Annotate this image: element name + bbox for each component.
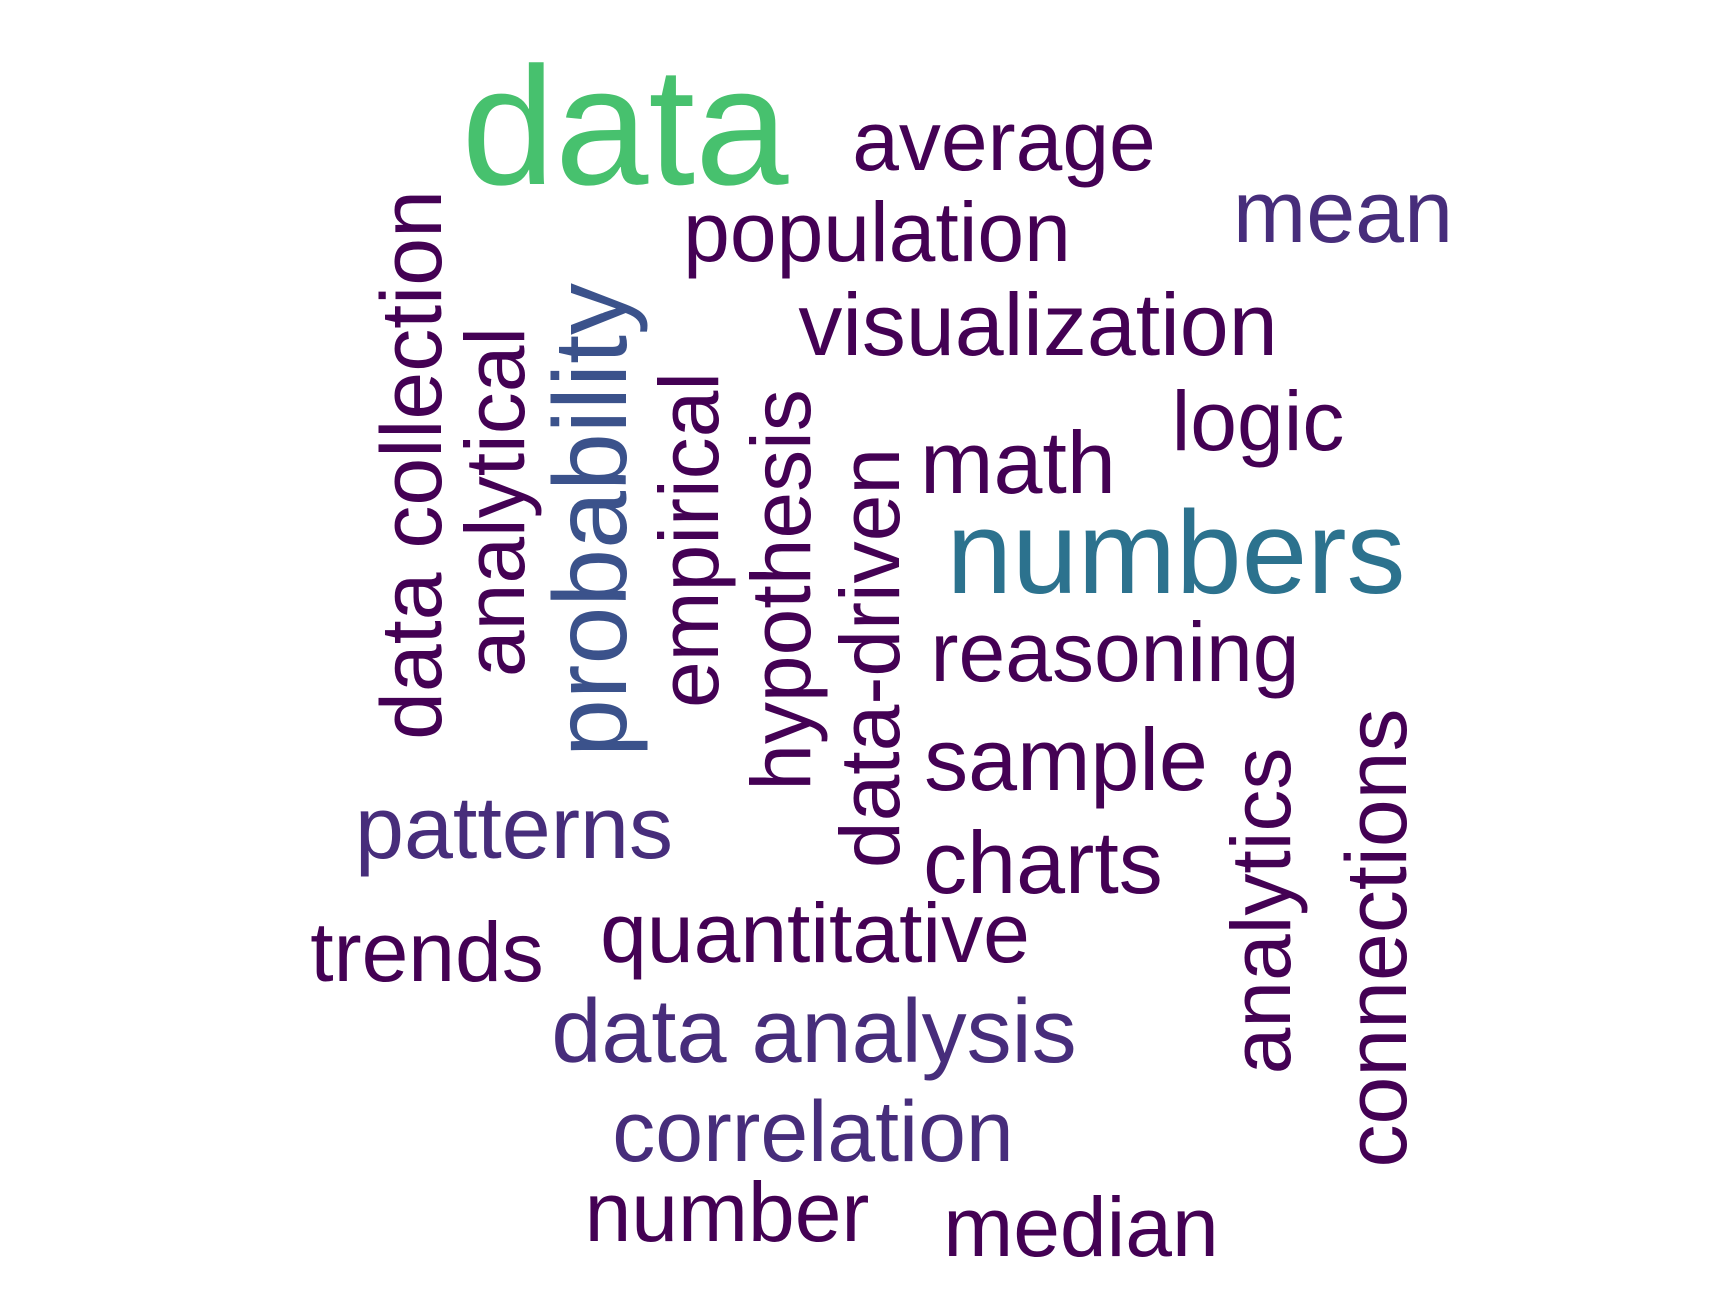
word-analytical: analytical [448,327,542,677]
word-empirical: empirical [642,372,736,708]
word-charts: charts [923,813,1163,912]
word-quantitative: quantitative [600,886,1030,980]
word-connections: connections [1329,709,1425,1168]
word-reasoning: reasoning [931,605,1300,699]
word-correlation: correlation [612,1084,1014,1180]
word-data: data [462,32,790,220]
word-data-driven: data-driven [823,448,917,868]
word-trends: trends [310,905,543,999]
word-probability: probability [533,283,649,757]
word-visualization: visualization [798,275,1277,374]
word-number: number [585,1165,870,1259]
word-math: math [920,413,1116,512]
word-analytics: analytics [1214,748,1308,1075]
word-population: population [683,185,1071,279]
word-median: median [943,1180,1219,1274]
word-patterns: patterns [355,778,673,877]
word-logic: logic [1172,374,1345,468]
word-sample: sample [924,710,1208,809]
word-data-collection: data collection [364,190,460,740]
word-hypothesis: hypothesis [734,389,828,791]
word-average: average [852,94,1156,188]
word-mean: mean [1233,162,1453,261]
word-data-analysis: data analysis [551,982,1076,1082]
word-numbers: numbers [946,487,1405,619]
